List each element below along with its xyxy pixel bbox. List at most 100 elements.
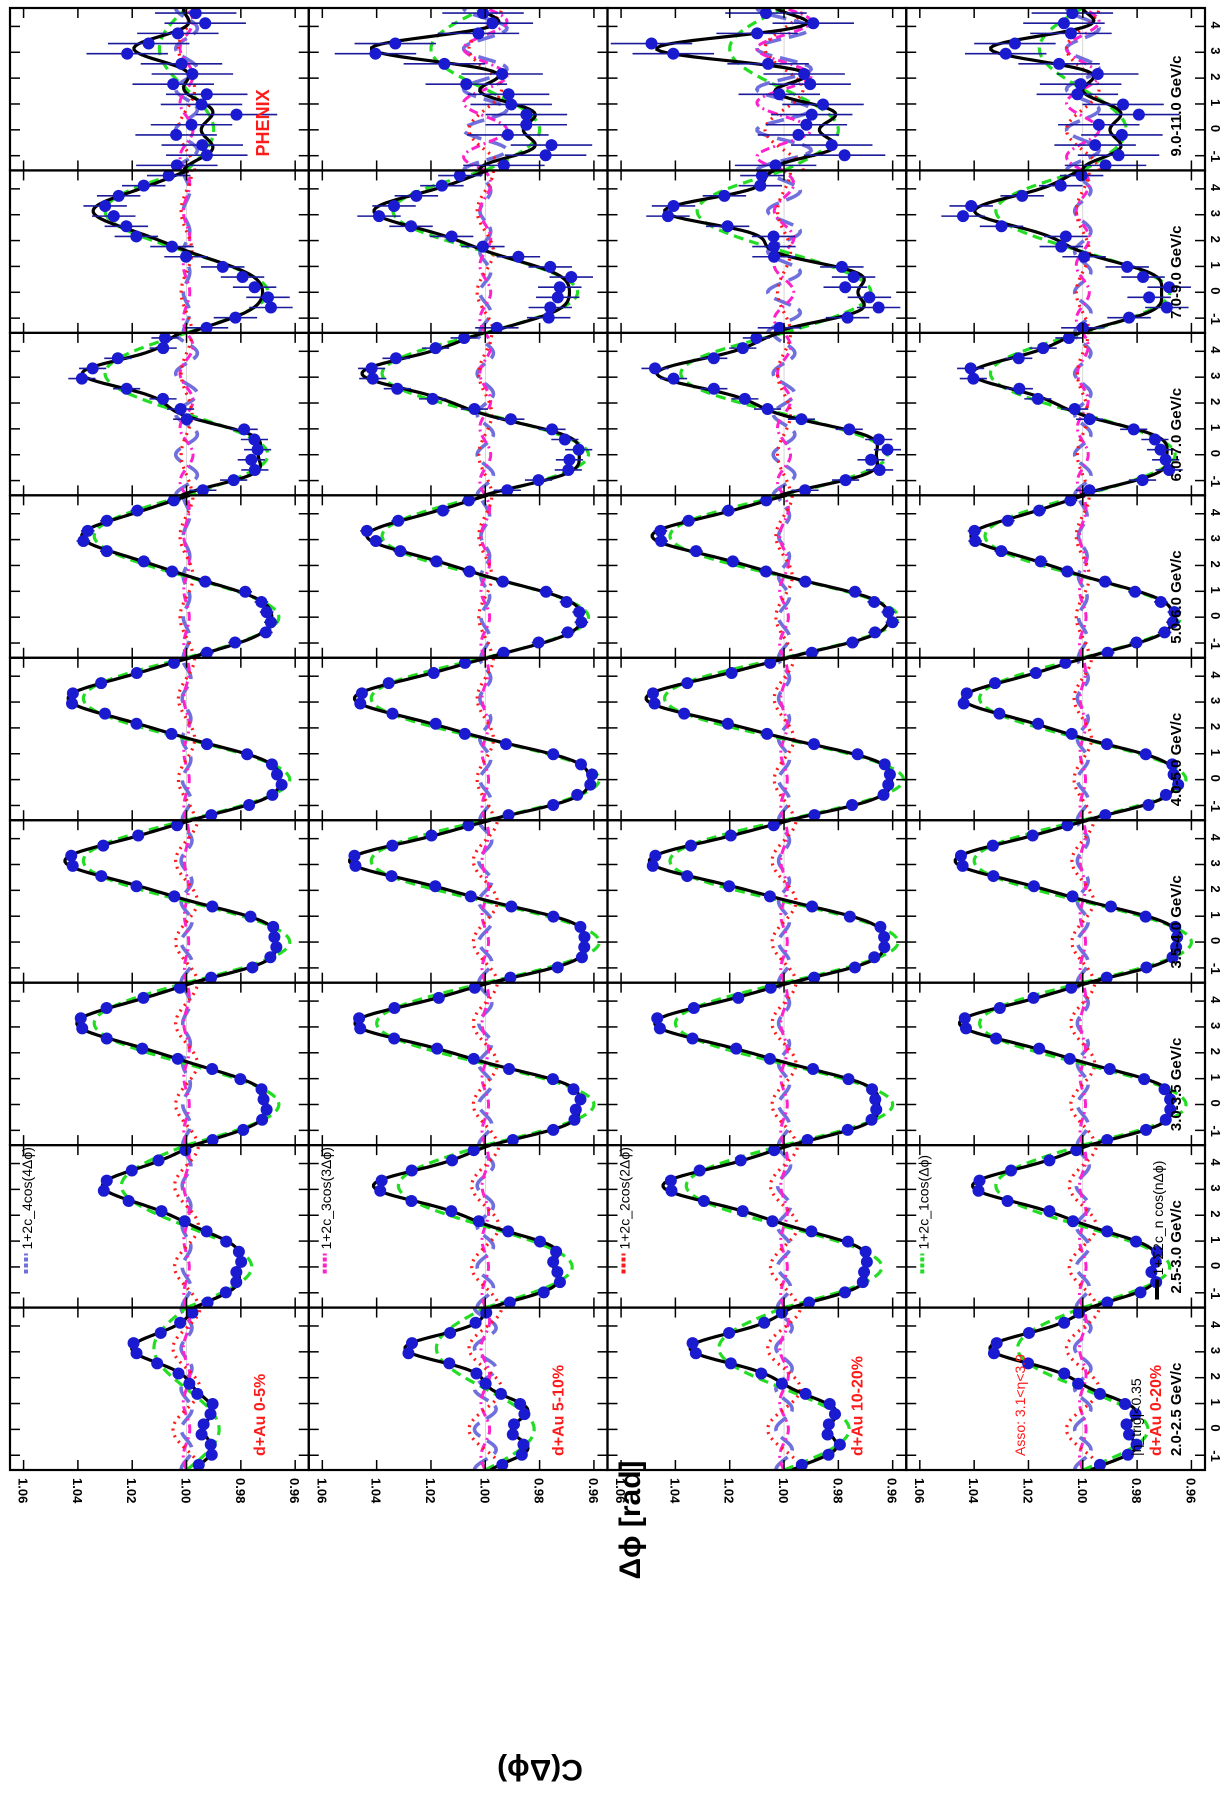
data-point: [125, 1164, 138, 1177]
data-point: [237, 1123, 250, 1136]
data-point: [503, 1296, 516, 1308]
fit-curve-c2: [775, 170, 793, 333]
data-point: [572, 443, 585, 456]
x-tick-label: 4: [1208, 509, 1222, 517]
data-point: [1170, 941, 1183, 954]
data-point: [262, 291, 275, 304]
data-point: [385, 870, 398, 883]
fit-curve-c4: [1076, 495, 1089, 658]
data-point: [723, 1326, 736, 1339]
data-point: [736, 1205, 749, 1218]
data-point: [878, 758, 891, 771]
data-point: [655, 535, 668, 548]
data-point: [967, 372, 980, 385]
data-point: [551, 1266, 564, 1279]
data-point: [553, 1276, 566, 1289]
data-point: [1062, 332, 1075, 344]
data-point: [724, 1357, 737, 1370]
data-point: [100, 1032, 113, 1045]
data-point: [154, 1326, 167, 1339]
data-point: [196, 139, 209, 152]
data-point: [1103, 1062, 1116, 1075]
data-point: [768, 1145, 781, 1157]
data-point: [206, 1398, 219, 1411]
fit-curve-c3: [779, 982, 789, 1146]
data-point: [870, 1103, 883, 1116]
data-point: [392, 514, 405, 527]
data-point: [494, 1387, 507, 1400]
data-point: [1159, 1113, 1172, 1126]
x-tick-label: 1: [1208, 424, 1222, 431]
data-point: [986, 839, 999, 852]
data-point: [264, 951, 277, 964]
data-point: [267, 920, 280, 933]
data-point: [86, 362, 99, 375]
data-point: [470, 1367, 483, 1380]
pt-bin-label: 4.0-5.0 GeV/c: [1168, 713, 1185, 806]
data-point: [697, 1194, 710, 1207]
data-point: [1166, 616, 1179, 629]
data-point: [162, 170, 175, 182]
data-point: [868, 595, 881, 608]
data-point: [547, 1255, 560, 1268]
data-point: [386, 839, 399, 852]
data-point: [402, 1347, 415, 1360]
data-point: [800, 118, 813, 131]
data-point: [1072, 1307, 1085, 1319]
data-point: [1001, 1194, 1014, 1207]
data-point: [472, 27, 485, 40]
data-point: [201, 1296, 214, 1308]
data-point: [438, 57, 451, 70]
data-point: [690, 545, 703, 558]
x-tick-label: 0: [1208, 1100, 1222, 1107]
data-point: [174, 403, 187, 416]
data-point: [200, 1225, 213, 1238]
data-point: [863, 291, 876, 304]
data-point: [185, 118, 198, 131]
x-tick-label: -1: [1208, 1125, 1222, 1137]
fit-curve-c4: [1074, 1145, 1092, 1308]
panel-frame: [606, 819, 908, 984]
data-point: [839, 474, 852, 487]
data-point: [987, 1347, 1000, 1360]
fit-curve-total: [348, 820, 586, 983]
data-point: [394, 545, 407, 558]
x-tick-label: 0: [1208, 1424, 1222, 1431]
data-point: [721, 717, 734, 730]
data-point: [878, 941, 891, 954]
data-point: [561, 626, 574, 639]
data-point: [684, 839, 697, 852]
data-point: [66, 697, 79, 710]
data-point: [375, 1174, 388, 1187]
panel-frame: [606, 494, 908, 659]
data-point: [467, 1052, 480, 1065]
data-point: [847, 271, 860, 284]
pt-bin-label: 2.0-2.5 GeV/c: [1168, 1363, 1185, 1456]
data-point: [843, 910, 856, 923]
panel-frame: [905, 169, 1207, 334]
fit-curve-total: [688, 1307, 839, 1470]
fit-curve-c3: [182, 982, 191, 1146]
data-point: [964, 362, 977, 375]
data-point: [665, 1184, 678, 1197]
panel-frame: [8, 169, 310, 334]
data-point: [954, 849, 967, 862]
y-tick-label: 1.02: [423, 1478, 438, 1503]
data-point: [766, 1215, 779, 1228]
data-point: [1078, 250, 1091, 263]
y-tick-label: 0.96: [1183, 1478, 1198, 1503]
data-point: [238, 423, 251, 436]
data-point: [874, 920, 887, 933]
data-point: [172, 1367, 185, 1380]
fit-curve-total: [970, 332, 1169, 496]
data-point: [137, 555, 150, 568]
panel-frame: [8, 331, 310, 497]
x-tick-label: 3: [1208, 372, 1222, 379]
fit-curve-c2: [179, 332, 194, 496]
data-point: [869, 626, 882, 639]
data-point: [200, 88, 213, 101]
fit-curve-c4: [774, 1307, 794, 1470]
data-point: [532, 636, 545, 649]
data-point: [130, 880, 143, 893]
